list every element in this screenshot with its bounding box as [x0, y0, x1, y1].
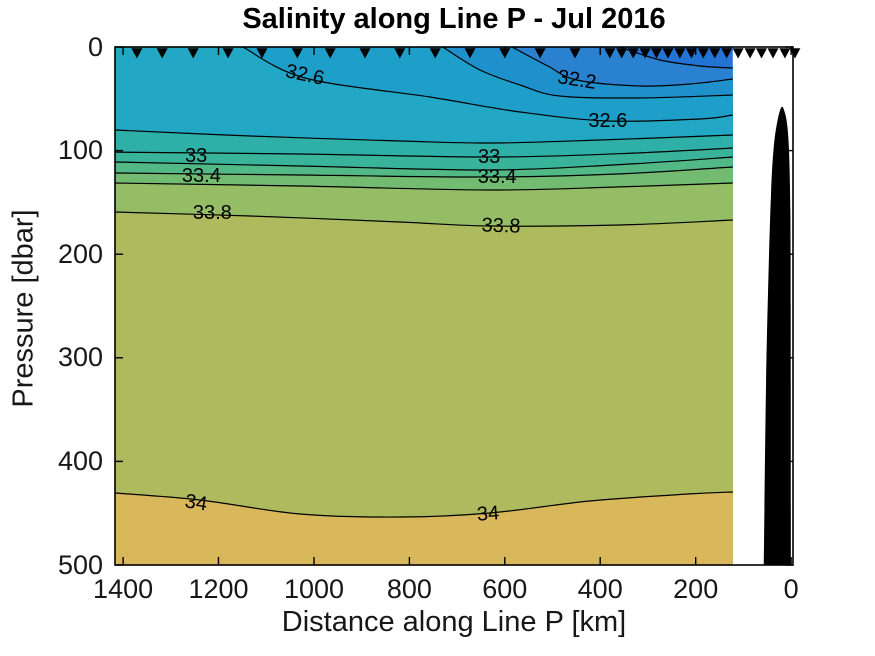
- y-tick-label: 400: [57, 445, 103, 476]
- x-tick-label: 600: [482, 574, 528, 604]
- x-tick-label: 800: [386, 574, 432, 604]
- contour-label: 33: [478, 146, 500, 168]
- station-marker-icon: [359, 48, 371, 59]
- y-axis-label: Pressure [dbar]: [7, 209, 40, 408]
- contour-band: [115, 492, 733, 565]
- contour-line: [619, 47, 733, 69]
- contour-label: 32.6: [588, 110, 627, 132]
- y-tick-label: 500: [57, 549, 103, 580]
- x-tick-label: 200: [673, 574, 719, 604]
- x-tick-label: 400: [577, 574, 623, 604]
- contour-line: [115, 166, 733, 178]
- station-marker-icon: [721, 48, 733, 59]
- contour-line: [242, 47, 733, 122]
- contour-line: [442, 47, 733, 99]
- contour-label: 33: [185, 145, 207, 167]
- station-marker-icon: [744, 48, 756, 59]
- station-marker-icon: [187, 48, 199, 59]
- contour-line: [115, 129, 733, 144]
- station-marker-icon: [709, 48, 721, 59]
- y-tick-label: 200: [57, 238, 103, 269]
- station-marker-icon: [131, 48, 143, 59]
- x-axis-label: Distance along Line P [km]: [281, 606, 627, 638]
- contour-label: 33.8: [481, 214, 521, 237]
- y-tick-label: 100: [57, 135, 103, 166]
- station-marker-icon: [604, 48, 616, 59]
- station-marker-icon: [697, 48, 709, 59]
- station-marker-icon: [616, 48, 628, 59]
- contour-band: [115, 212, 733, 565]
- station-marker-icon: [429, 48, 441, 59]
- station-marker-icon: [256, 48, 268, 59]
- station-marker-icon: [779, 48, 791, 59]
- station-marker-icon: [569, 48, 581, 59]
- station-marker-icon: [639, 48, 651, 59]
- contour-label: 33.4: [478, 166, 517, 188]
- station-marker-icon: [156, 48, 168, 59]
- station-marker-icon: [662, 48, 674, 59]
- chart-title: Salinity along Line P - Jul 2016: [242, 3, 666, 35]
- station-marker-icon: [651, 48, 662, 59]
- station-marker-icon: [685, 48, 697, 59]
- station-marker-icon: [789, 48, 801, 59]
- station-marker-icon: [464, 48, 476, 59]
- station-marker-icon: [627, 48, 639, 59]
- contour-label: 33.4: [182, 165, 221, 187]
- contour-line: [511, 47, 733, 87]
- contour-line: [115, 211, 733, 227]
- station-marker-icon: [291, 48, 303, 59]
- axis-box: [114, 46, 794, 566]
- station-marker-icon: [767, 48, 779, 59]
- station-marker-icon: [394, 48, 406, 59]
- x-tick-label: 0: [783, 574, 799, 604]
- x-tick-label: 1000: [283, 574, 345, 604]
- contour-line: [115, 147, 733, 158]
- contour-line: [115, 182, 733, 191]
- station-marker-icon: [499, 48, 511, 59]
- station-marker-icon: [732, 48, 744, 59]
- bathymetry-mask: [763, 106, 791, 565]
- x-tick-label: 1400: [93, 574, 154, 604]
- station-marker-icon: [674, 48, 686, 59]
- contour-line: [115, 491, 733, 518]
- station-marker-icon: [756, 48, 767, 59]
- station-marker-icon: [222, 48, 234, 59]
- contour-label: 34: [476, 502, 500, 525]
- station-marker-icon: [534, 48, 546, 59]
- y-tick-label: 0: [87, 31, 103, 62]
- y-tick-label: 300: [57, 342, 103, 373]
- contour-line: [115, 156, 733, 171]
- contour-fill-layer: [115, 47, 733, 565]
- contour-label: 33.8: [193, 202, 232, 224]
- station-marker-icon: [324, 48, 336, 59]
- contour-label: 34: [183, 490, 208, 515]
- x-tick-label: 1200: [188, 574, 249, 604]
